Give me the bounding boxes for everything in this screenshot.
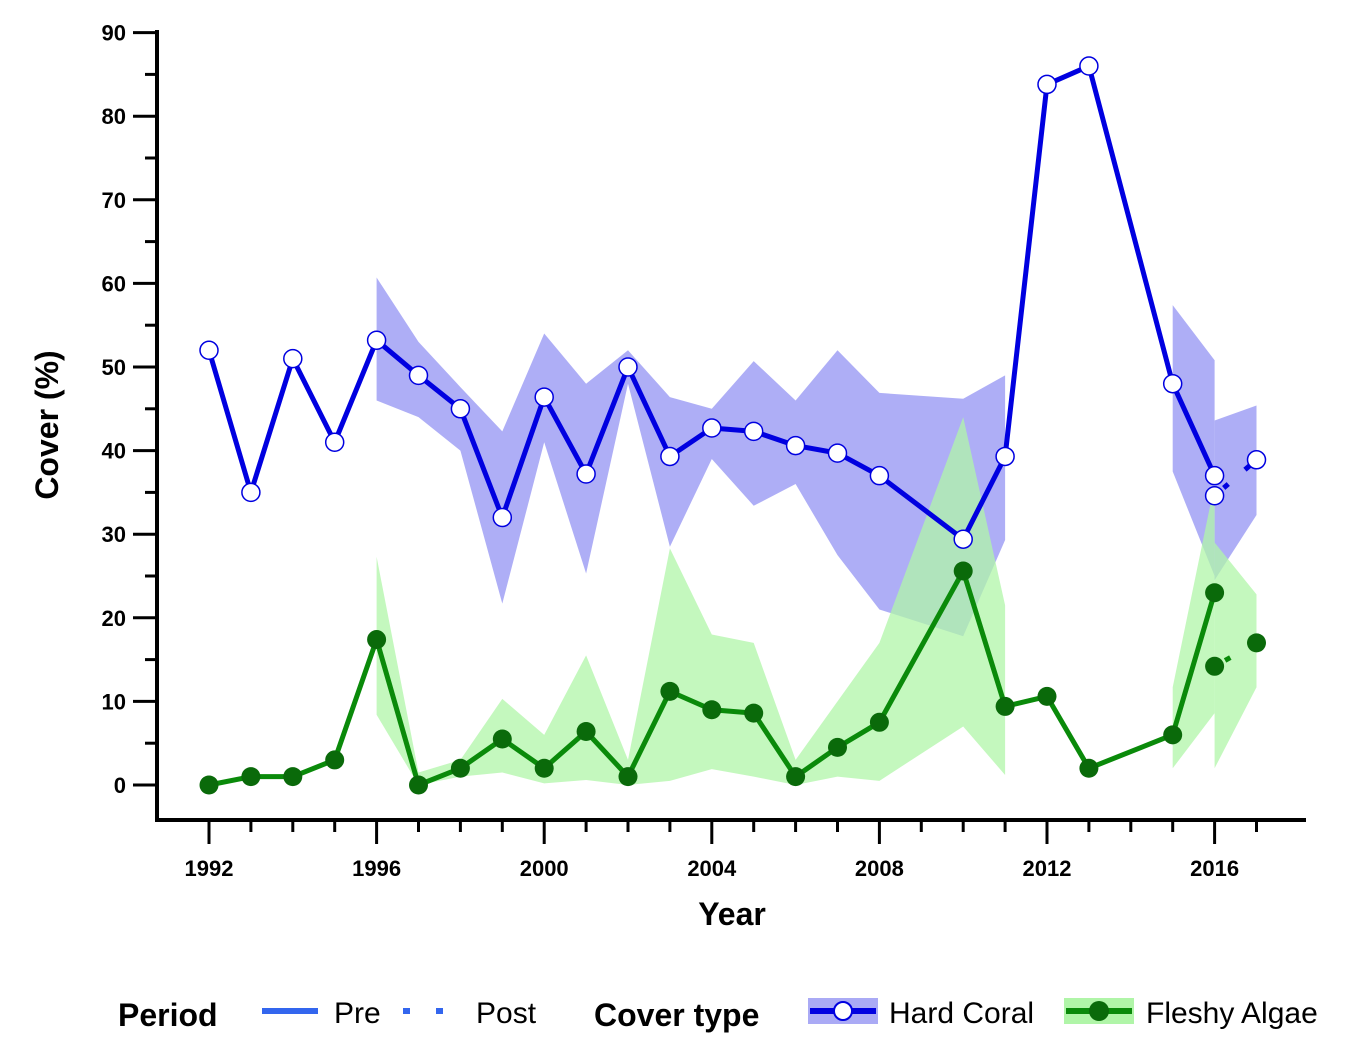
y-tick-label: 60 — [102, 271, 126, 296]
hard-coral-pre-band — [1172, 305, 1215, 576]
hard-coral-point — [408, 365, 429, 386]
confidence-bands — [376, 277, 1257, 785]
fleshy-algae-point — [660, 681, 680, 701]
y-tick-label: 10 — [102, 689, 126, 714]
fleshy-algae-point — [995, 696, 1015, 716]
hard-coral-point — [1204, 485, 1225, 506]
legend-fleshy-algae-label: Fleshy Algae — [1146, 997, 1318, 1030]
x-tick-label: 1996 — [352, 856, 401, 881]
fleshy-algae-point — [828, 737, 847, 757]
y-tick-label: 50 — [102, 355, 126, 380]
hard-coral-point — [366, 330, 387, 350]
y-tick-label: 30 — [102, 522, 126, 547]
fleshy-algae-point — [953, 561, 973, 581]
legend-hard-coral-marker — [833, 1001, 853, 1021]
fleshy-algae-point — [492, 729, 512, 749]
fleshy-algae-point — [869, 712, 889, 732]
y-axis-title: Cover (%) — [29, 350, 65, 499]
legend-cover-title: Cover type — [594, 997, 759, 1033]
fleshy-algae-point — [450, 758, 470, 778]
fleshy-algae-post-band — [1214, 542, 1257, 769]
y-tick-label: 40 — [102, 439, 126, 464]
y-tick-label: 90 — [102, 21, 126, 46]
fleshy-algae-point — [1205, 656, 1225, 676]
x-tick-label: 2000 — [520, 856, 569, 881]
hard-coral-point — [199, 340, 219, 361]
legend-fleshy-algae-marker — [1089, 1001, 1109, 1021]
hard-coral-point — [1162, 373, 1183, 394]
y-tick-label: 20 — [102, 606, 126, 631]
hard-coral-point — [534, 387, 554, 407]
hard-coral-point — [241, 482, 261, 503]
y-tick-label: 70 — [102, 188, 126, 213]
hard-coral-point — [1246, 450, 1267, 470]
y-tick-label: 80 — [102, 104, 126, 129]
hard-coral-point — [827, 443, 848, 463]
x-axis-title: Year — [698, 896, 766, 932]
x-tick-label: 2004 — [687, 856, 737, 881]
fleshy-algae-pre-band — [1172, 484, 1215, 769]
hard-coral-point — [576, 464, 596, 484]
fleshy-algae-point — [576, 721, 596, 741]
fleshy-algae-point — [409, 775, 428, 795]
hard-coral-post-band — [1214, 405, 1257, 581]
hard-coral-point — [743, 421, 764, 442]
fleshy-algae-point — [1079, 758, 1099, 778]
hard-coral-point — [995, 446, 1015, 467]
fleshy-algae-point — [702, 700, 722, 720]
fleshy-algae-point — [241, 767, 261, 787]
hard-coral-pre-line — [206, 63, 1217, 542]
axes: 0 10 20 30 40 50 60 70 80 90 1992 1996 2000 2004 2008 2… — [102, 21, 1306, 881]
fleshy-algae-point — [744, 703, 764, 723]
legend-post-label: Post — [476, 997, 537, 1030]
hard-coral-pre-band — [376, 277, 1006, 637]
fleshy-algae-point — [534, 758, 554, 778]
fleshy-algae-pre-band — [376, 417, 1006, 785]
fleshy-algae-point — [618, 767, 638, 787]
fleshy-algae-point — [325, 750, 345, 770]
fleshy-algae-point — [283, 767, 303, 787]
hard-coral-point — [702, 418, 722, 438]
hard-coral-point — [660, 446, 680, 467]
x-tick-label: 2008 — [855, 856, 904, 881]
y-tick-label: 0 — [114, 773, 126, 798]
hard-coral-point — [869, 465, 890, 486]
fleshy-algae-point — [367, 630, 387, 650]
hard-coral-point — [492, 507, 513, 528]
x-tick-label: 2016 — [1190, 856, 1239, 881]
legend: Period Pre Post Cover type Hard Coral Fl… — [118, 997, 1318, 1033]
legend-period-title: Period — [118, 997, 218, 1033]
hard-coral-point — [450, 399, 471, 419]
hard-coral-point — [953, 529, 973, 549]
hard-coral-point — [1037, 74, 1057, 95]
fleshy-algae-point — [1037, 686, 1057, 706]
fleshy-algae-point — [199, 775, 219, 795]
legend-pre-label: Pre — [334, 997, 381, 1030]
x-tick-label: 2012 — [1023, 856, 1072, 881]
fleshy-algae-point — [1163, 725, 1183, 745]
fleshy-algae-point — [1205, 583, 1225, 603]
legend-hard-coral-label: Hard Coral — [889, 997, 1034, 1030]
hard-coral-point — [618, 357, 638, 377]
hard-coral-point — [283, 348, 303, 369]
series-points — [199, 56, 1267, 795]
fleshy-algae-point — [786, 767, 806, 787]
hard-coral-point — [1204, 465, 1225, 486]
hard-coral-point — [324, 432, 345, 452]
hard-coral-point — [785, 435, 806, 456]
hard-coral-point — [1079, 56, 1099, 76]
x-tick-label: 1992 — [185, 856, 234, 881]
fleshy-algae-point — [1247, 633, 1266, 653]
